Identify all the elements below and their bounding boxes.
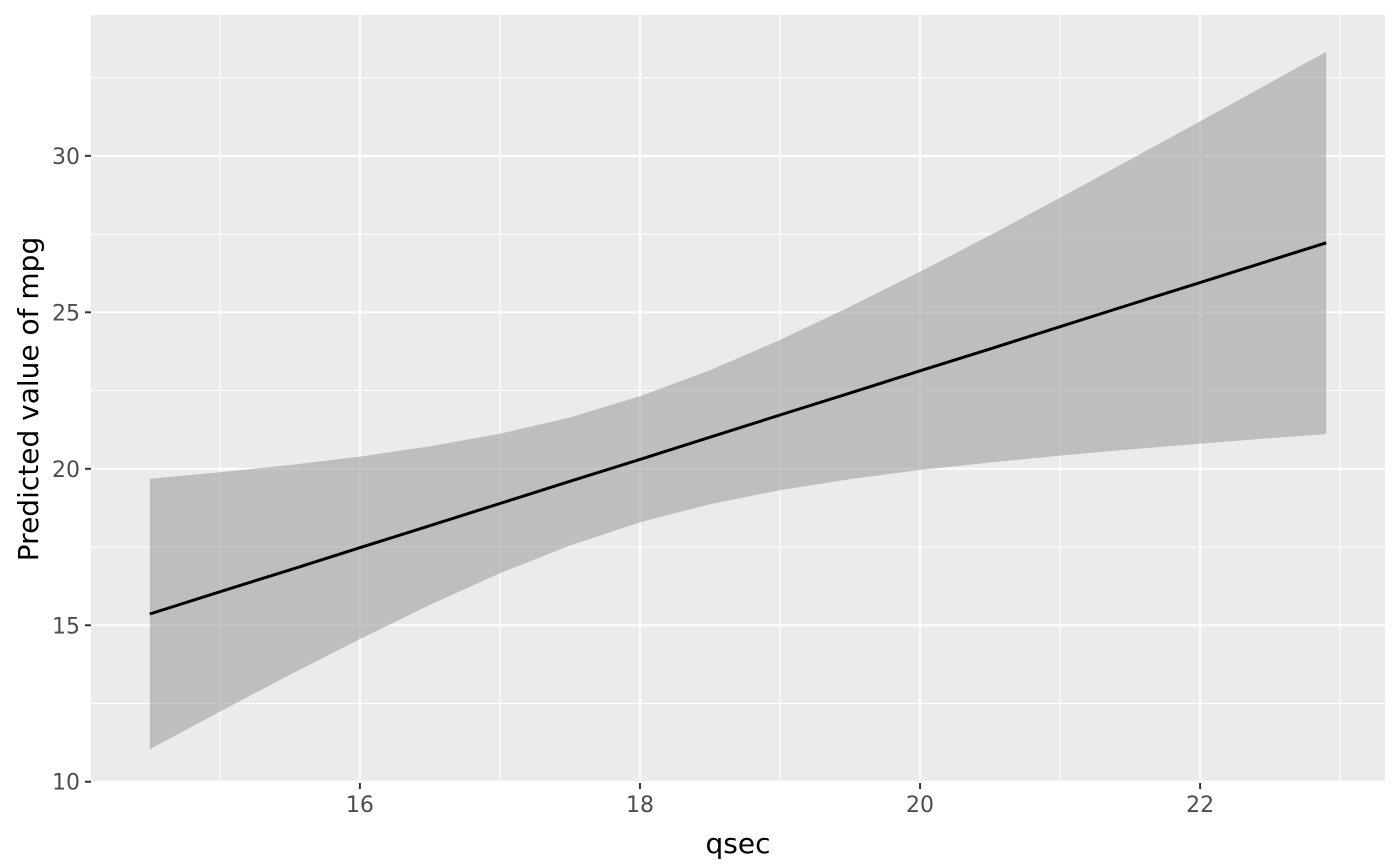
y-axis-tick-label: 15 [52,614,80,639]
x-axis-tick-label: 18 [626,793,654,818]
regression-line-layer [149,241,1327,616]
x-axis-tick-label: 16 [346,793,374,818]
axis-tick-labels-layer: 16 18 20 22 10 15 20 25 30 [52,145,1214,818]
confidence-ribbon-layer [149,51,1327,750]
regression-line [149,241,1327,616]
y-axis-title: Predicted value of mpg [12,237,45,561]
axis-ticks-layer [85,154,1202,789]
x-axis-title: qsec [706,827,771,860]
y-axis-tick-label: 10 [52,771,80,796]
y-axis-tick-label: 20 [52,458,80,483]
confidence-ribbon [149,51,1327,750]
y-axis-tick-label: 30 [52,145,80,170]
x-axis-tick-label: 22 [1186,793,1214,818]
x-axis-tick-label: 20 [906,793,934,818]
y-axis-tick-label: 25 [52,301,80,326]
